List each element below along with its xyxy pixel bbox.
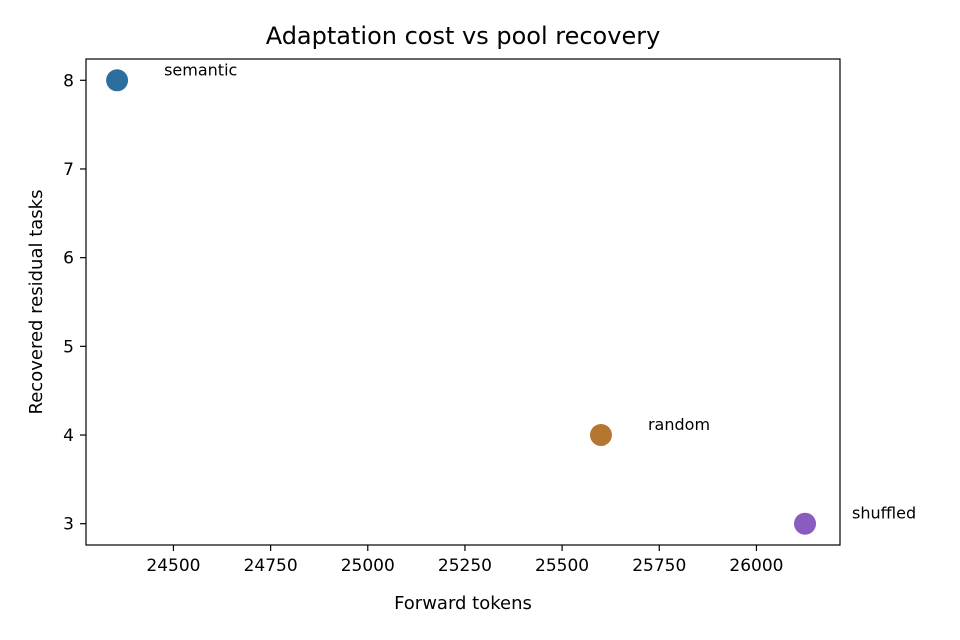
x-axis: 24500 24750 25000 25250 25500 25750 26000	[146, 545, 783, 576]
x-tick-label: 25500	[535, 556, 589, 576]
y-tick-label: 8	[63, 71, 74, 91]
y-axis-label: Recovered residual tasks	[26, 190, 47, 415]
x-tick-label: 25000	[341, 556, 395, 576]
y-tick-label: 4	[63, 426, 74, 446]
chart-title: Adaptation cost vs pool recovery	[266, 22, 661, 50]
y-tick-label: 5	[63, 337, 74, 357]
point-label: shuffled	[852, 504, 916, 523]
y-tick-label: 6	[63, 249, 74, 269]
plot-frame	[85, 58, 841, 546]
x-tick-label: 26000	[729, 556, 783, 576]
x-tick-label: 25250	[438, 556, 492, 576]
x-axis-label: Forward tokens	[394, 593, 532, 614]
point-label: semantic	[164, 60, 237, 79]
point-label: random	[648, 415, 710, 434]
y-tick-label: 3	[63, 515, 74, 535]
data-point	[106, 69, 129, 92]
data-points: semantic random shuffled	[106, 60, 916, 535]
x-tick-label: 24750	[244, 556, 298, 576]
x-tick-label: 24500	[146, 556, 200, 576]
data-point	[589, 424, 612, 447]
data-point	[794, 512, 817, 535]
y-axis: 3 4 5 6 7 8	[63, 71, 86, 535]
y-tick-label: 7	[63, 160, 74, 180]
plot-area	[85, 58, 841, 546]
x-tick-label: 25750	[632, 556, 686, 576]
